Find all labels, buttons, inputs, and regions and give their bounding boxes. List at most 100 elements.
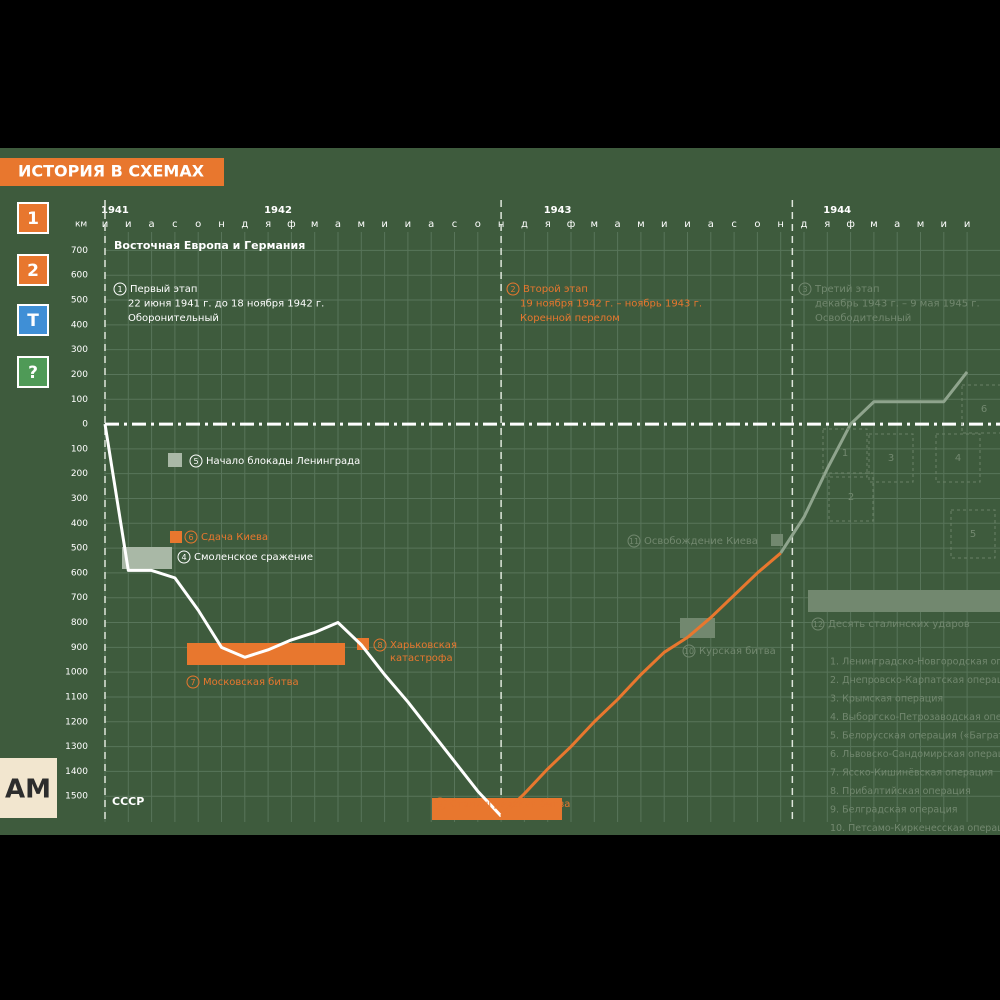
y-tick-label: 300 bbox=[71, 494, 88, 504]
number: 12 bbox=[813, 620, 823, 629]
zone-box bbox=[961, 384, 1000, 434]
y-tick-label: 600 bbox=[71, 271, 88, 281]
x-tick-label: ф bbox=[287, 219, 296, 230]
y-tick-label: 1200 bbox=[65, 717, 88, 727]
x-tick-label: ф bbox=[846, 219, 855, 230]
zone-box bbox=[828, 472, 874, 522]
label: Харьковская bbox=[390, 640, 457, 651]
banner-title: ИСТОРИЯ В СХЕМАХ bbox=[18, 162, 205, 181]
front-line bbox=[779, 371, 969, 554]
x-tick-label: д bbox=[521, 219, 528, 230]
label: Сталинградская битва bbox=[450, 799, 570, 810]
label: Десять сталинских ударов bbox=[828, 619, 970, 630]
label: Оборонительный bbox=[128, 313, 219, 324]
zone-number: 1 bbox=[842, 448, 848, 459]
x-tick-label: м bbox=[591, 219, 599, 230]
x-tick-label: д bbox=[801, 219, 808, 230]
y-tick-label: 1400 bbox=[65, 767, 88, 777]
region-label: Восточная Европа и Германия bbox=[114, 239, 305, 252]
number-circle bbox=[184, 530, 198, 544]
button-bg[interactable] bbox=[17, 304, 49, 336]
strike-item: 9. Белградская операция bbox=[830, 805, 958, 816]
label: Московская битва bbox=[203, 677, 299, 688]
zone-number: 5 bbox=[970, 529, 976, 540]
label: Третий этап bbox=[814, 284, 880, 295]
y-tick-label: 1500 bbox=[65, 792, 88, 802]
event-box bbox=[808, 590, 1000, 612]
label: декабрь 1943 г. – 9 мая 1945 г. bbox=[815, 299, 980, 310]
x-tick-label: а bbox=[894, 219, 900, 230]
year-label: 1944 bbox=[823, 205, 851, 216]
x-tick-label: и bbox=[125, 219, 132, 230]
number-circle bbox=[798, 282, 812, 296]
zone-box bbox=[935, 433, 981, 483]
zone-number: 3 bbox=[888, 453, 894, 464]
banner bbox=[0, 158, 224, 186]
button-bg[interactable] bbox=[17, 356, 49, 388]
x-tick-label: а bbox=[149, 219, 155, 230]
sidebar-button[interactable]: ? bbox=[17, 356, 49, 388]
number: 9 bbox=[437, 800, 442, 809]
x-tick-label: ф bbox=[567, 219, 576, 230]
x-tick-label: м bbox=[311, 219, 319, 230]
strike-item: 4. Выборгско-Петрозаводская операция bbox=[830, 712, 1000, 723]
number-circle bbox=[433, 797, 447, 811]
number-circle bbox=[506, 282, 520, 296]
x-tick-label: и bbox=[661, 219, 668, 230]
zone-number: 4 bbox=[955, 453, 961, 464]
number: 11 bbox=[629, 537, 639, 546]
button-bg[interactable] bbox=[17, 254, 49, 286]
x-tick-label: н bbox=[218, 219, 225, 230]
label: 22 июня 1941 г. до 18 ноября 1942 г. bbox=[128, 299, 324, 310]
x-tick-label: и bbox=[964, 219, 971, 230]
strike-item: 5. Белорусская операция («Багратион») bbox=[830, 731, 1000, 742]
number: 5 bbox=[193, 457, 198, 466]
x-tick-label: м bbox=[358, 219, 366, 230]
sidebar-button[interactable]: Т bbox=[17, 304, 49, 336]
number-circle bbox=[113, 282, 127, 296]
button-label[interactable]: 2 bbox=[27, 261, 39, 281]
strike-item: 10. Петсамо-Киркенесская операция bbox=[830, 823, 1000, 834]
event-box bbox=[187, 643, 345, 665]
label: Первый этап bbox=[130, 284, 197, 295]
region-label: СССР bbox=[112, 795, 144, 808]
number-circle bbox=[186, 675, 200, 689]
button-bg[interactable] bbox=[17, 202, 49, 234]
zone-box bbox=[822, 428, 868, 478]
sidebar-button[interactable]: 1 bbox=[17, 202, 49, 234]
x-tick-label: я bbox=[545, 219, 551, 230]
y-axis-label: км bbox=[75, 220, 87, 230]
label: катастрофа bbox=[390, 653, 453, 664]
y-tick-label: 200 bbox=[71, 469, 88, 479]
strike-item: 2. Днепровско-Карпатская операция bbox=[830, 675, 1000, 686]
grid bbox=[104, 232, 1000, 822]
x-tick-label: с bbox=[172, 219, 178, 230]
x-tick-label: о bbox=[195, 219, 201, 230]
x-tick-label: а bbox=[708, 219, 714, 230]
strike-item: 8. Прибалтийская операция bbox=[830, 786, 971, 797]
strike-item: 6. Львовско-Сандомирская операция bbox=[830, 749, 1000, 760]
year-label: 1942 bbox=[264, 205, 292, 216]
event-box bbox=[170, 531, 182, 543]
label: Освободительный bbox=[815, 313, 911, 324]
sidebar-button[interactable]: 2 bbox=[17, 254, 49, 286]
button-label[interactable]: ? bbox=[28, 363, 38, 383]
x-tick-label: а bbox=[615, 219, 621, 230]
x-tick-label: с bbox=[452, 219, 458, 230]
y-tick-label: 700 bbox=[71, 593, 88, 603]
zone-box bbox=[868, 433, 914, 483]
x-tick-label: о bbox=[754, 219, 760, 230]
label: Курская битва bbox=[699, 646, 776, 657]
button-label[interactable]: 1 bbox=[27, 209, 39, 229]
strike-item: 7. Ясско-Кишинёвская операция bbox=[830, 768, 993, 779]
logo bbox=[0, 758, 57, 818]
y-tick-label: 700 bbox=[71, 246, 88, 256]
zone-number: 2 bbox=[848, 492, 854, 503]
y-tick-label: 1000 bbox=[65, 668, 88, 678]
y-tick-label: 500 bbox=[71, 544, 88, 554]
button-label[interactable]: Т bbox=[27, 311, 39, 331]
number-circle bbox=[373, 638, 387, 652]
y-tick-label: 100 bbox=[71, 444, 88, 454]
x-tick-label: а bbox=[335, 219, 341, 230]
x-tick-label: с bbox=[731, 219, 737, 230]
